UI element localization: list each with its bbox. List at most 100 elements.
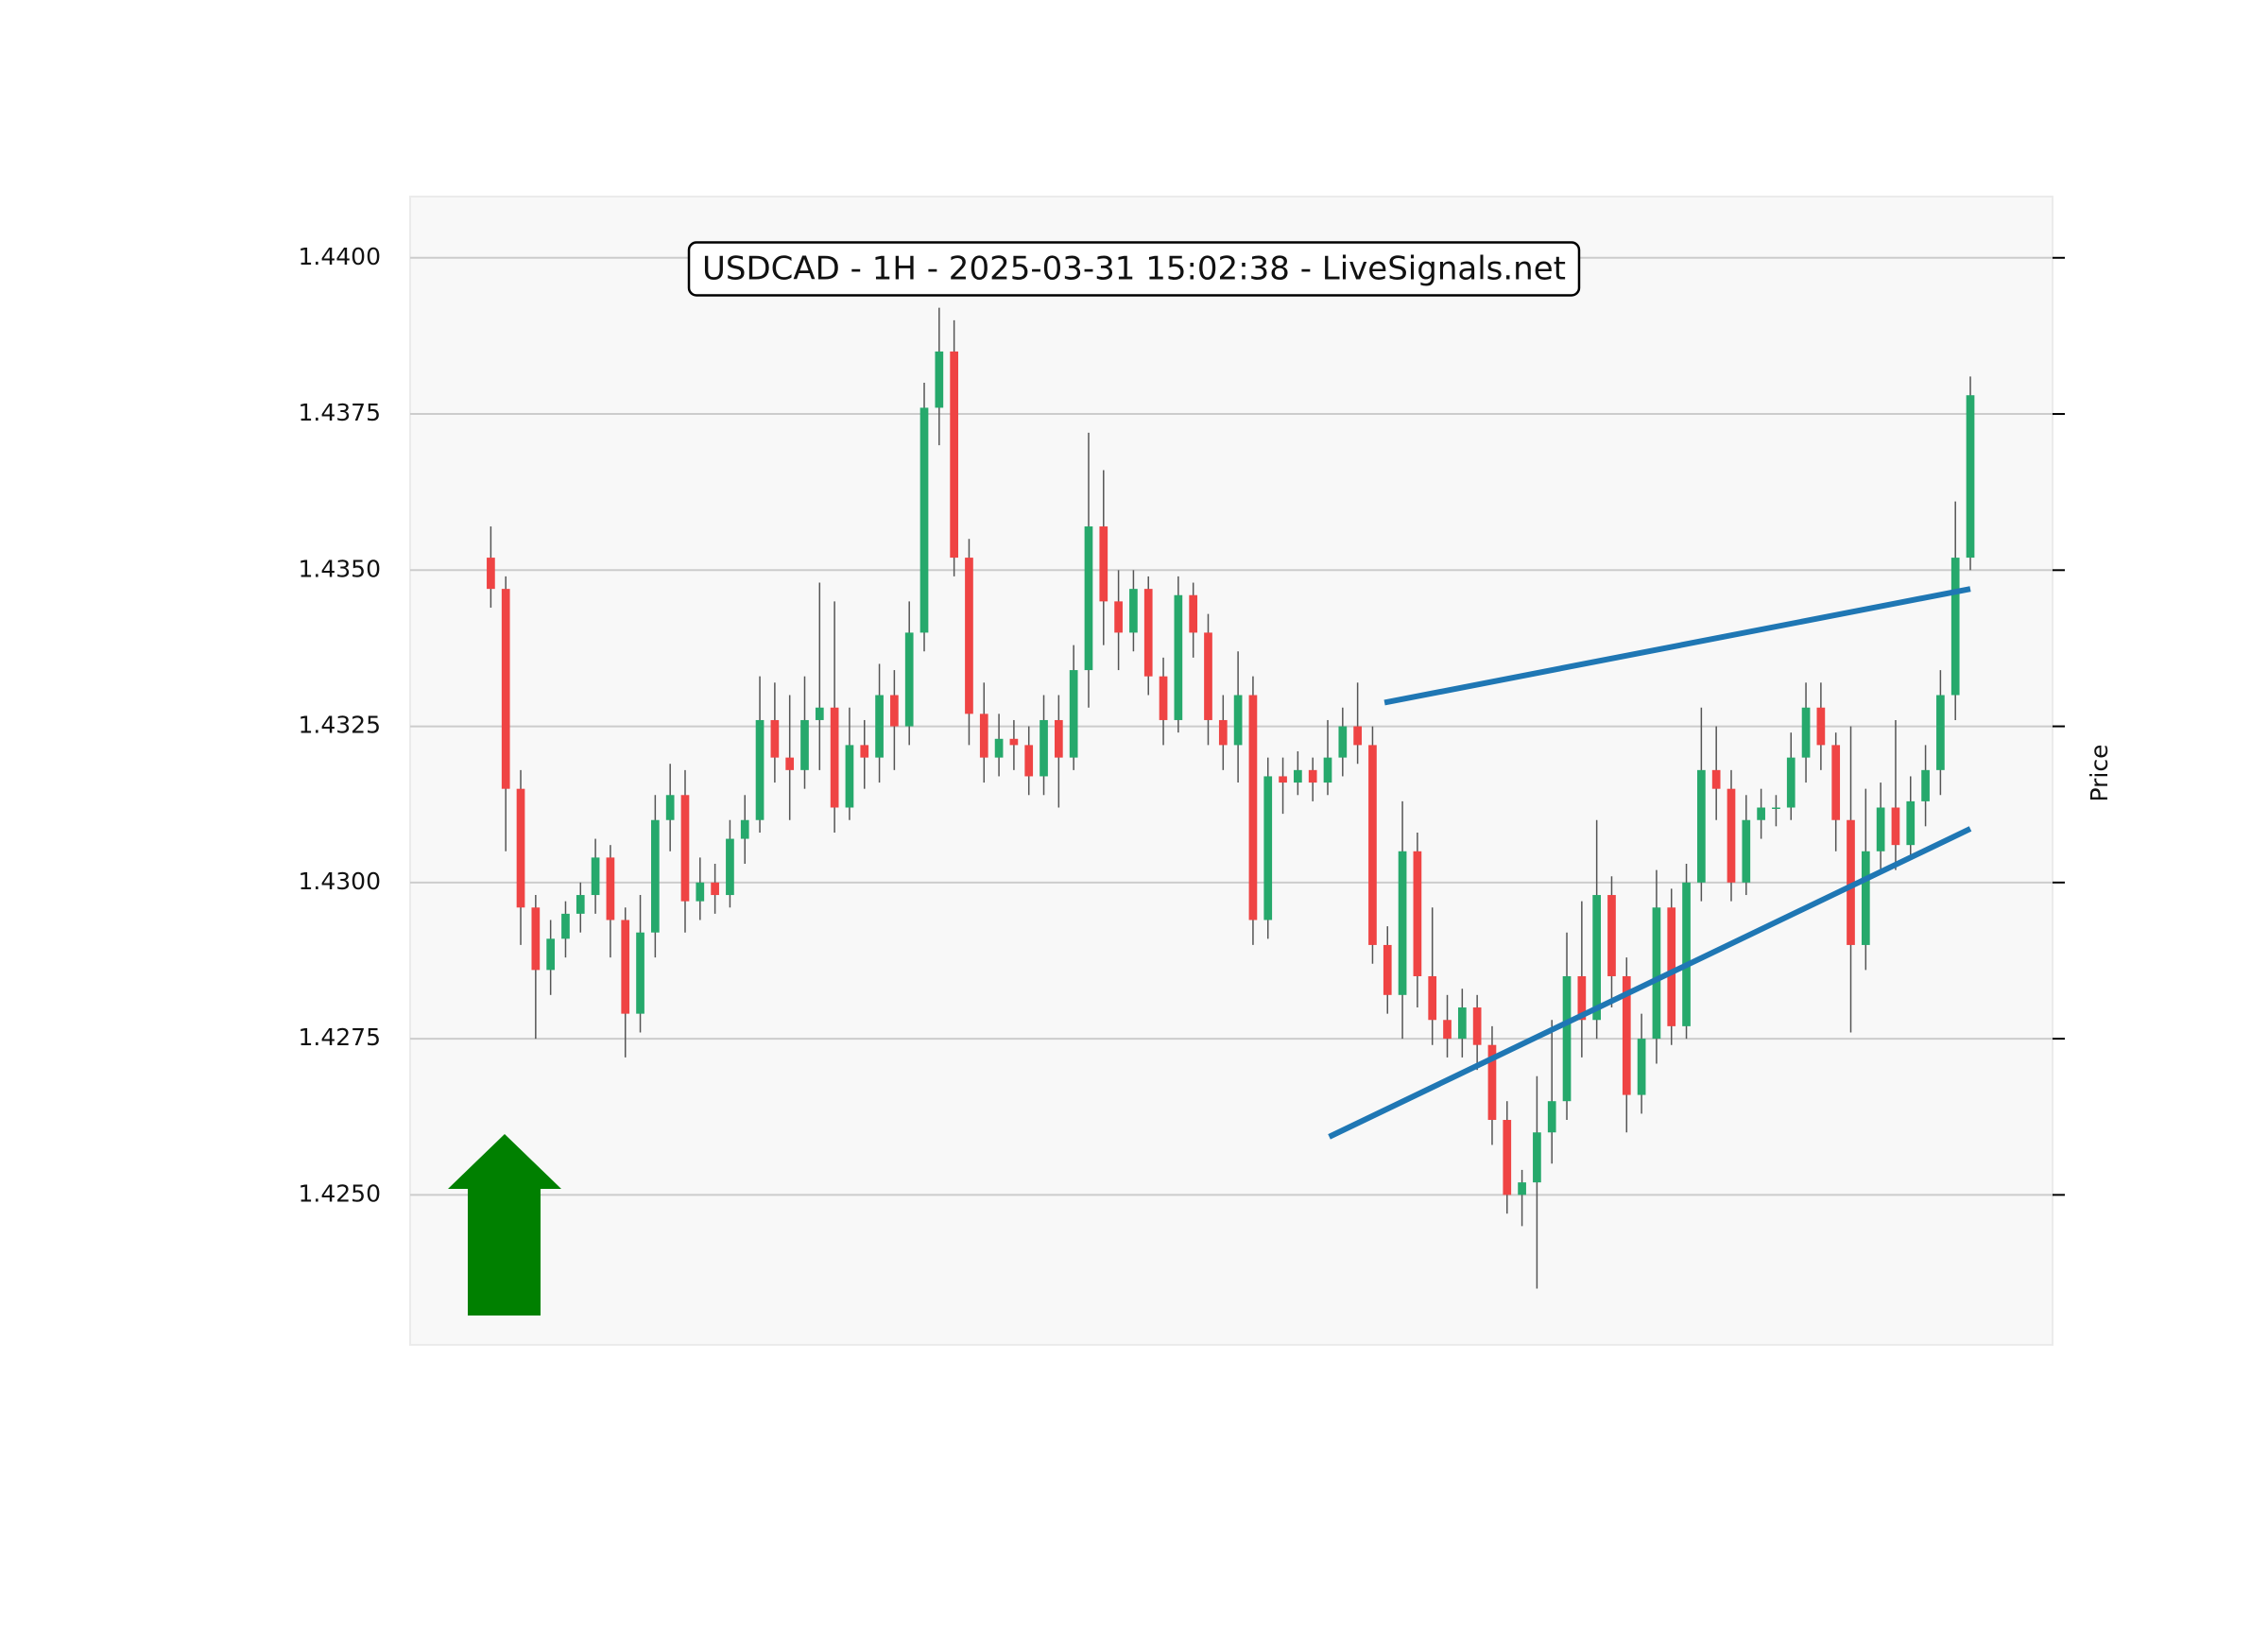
candle-body: [1114, 601, 1123, 633]
candle-body: [1428, 975, 1437, 1021]
candle-body: [1323, 757, 1332, 783]
candle-body: [1204, 632, 1212, 720]
candle-body: [845, 745, 854, 808]
candle-body: [965, 558, 973, 714]
candle-body: [950, 351, 958, 559]
candle-body: [1577, 975, 1587, 1021]
y-tick-label: 1.4350: [299, 555, 381, 582]
candle-body: [621, 920, 630, 1014]
candle-body: [1562, 975, 1572, 1102]
candle-body: [1786, 757, 1796, 808]
candle-body: [606, 857, 615, 920]
candle-body: [1622, 975, 1631, 1095]
trendline: [1383, 586, 1971, 706]
candle-body: [1308, 769, 1317, 783]
y-tick-label: 1.4375: [299, 399, 381, 426]
candle-body: [501, 589, 510, 789]
candle-body: [1487, 1044, 1497, 1121]
candle-body: [1009, 738, 1019, 746]
candle-body: [561, 913, 570, 939]
trendlines: [1328, 586, 1972, 1140]
y-axis-label: Price: [2086, 745, 2113, 802]
candle-body: [875, 695, 884, 758]
candle-body: [755, 719, 765, 820]
candle-body: [1069, 670, 1078, 758]
candle-body: [1816, 707, 1826, 746]
candle-body: [1084, 526, 1093, 671]
candle-body: [1667, 907, 1676, 1026]
candle-body: [1054, 719, 1063, 758]
signal-arrow: [448, 1134, 561, 1316]
candle-body: [726, 838, 734, 896]
candle-body: [1159, 676, 1168, 720]
candle-body: [1383, 944, 1392, 995]
candle-body: [904, 632, 914, 727]
candle-body: [1233, 695, 1243, 746]
candle-body: [815, 707, 824, 720]
candle-body: [740, 819, 749, 839]
candle-body: [1847, 819, 1855, 945]
candle-body: [1711, 769, 1721, 789]
candle-body: [1682, 882, 1691, 1026]
candle-body: [1129, 589, 1138, 633]
candle-body: [890, 695, 899, 727]
candle-body: [830, 707, 839, 808]
candle-body: [1592, 895, 1602, 1021]
candle-body: [1950, 558, 1960, 696]
candle-body: [487, 558, 495, 590]
candle-body: [1338, 726, 1348, 758]
candle-body: [1936, 695, 1945, 770]
candle-body: [516, 788, 525, 908]
candle-body: [1024, 745, 1034, 777]
candle-body: [770, 719, 780, 758]
candle-body: [800, 719, 809, 770]
candle-body: [531, 907, 541, 971]
y-tick-label: 1.4400: [299, 243, 381, 270]
title-box: [687, 241, 1581, 297]
candle-body: [1921, 769, 1930, 801]
candles: [487, 307, 1975, 1289]
candle-body: [1099, 526, 1108, 602]
candle-body: [979, 714, 988, 758]
candle-body: [1876, 807, 1885, 851]
candle-body: [1443, 1020, 1452, 1040]
candle-body: [1831, 745, 1841, 820]
candle-body: [1503, 1120, 1512, 1195]
candle-body: [919, 407, 929, 633]
candle-body: [1279, 776, 1287, 783]
candle-body: [1294, 769, 1302, 783]
chart-title: USDCAD - 1H - 2025-03-31 15:02:38 - Live…: [702, 250, 1566, 288]
candle-body: [636, 932, 644, 1014]
candle-body: [785, 757, 795, 770]
candle-body: [1189, 594, 1198, 633]
candle-body: [665, 795, 675, 820]
candle-body: [1697, 769, 1706, 883]
candle-body: [1263, 776, 1273, 920]
candle-body: [1143, 589, 1153, 677]
candle-body: [1891, 807, 1900, 846]
plot-area: [409, 196, 2053, 1346]
candle-body: [1966, 395, 1975, 559]
candle-body: [1472, 1007, 1482, 1045]
y-tick-label: 1.4275: [299, 1023, 381, 1051]
candle-body: [696, 882, 705, 902]
candle-body: [711, 882, 719, 896]
candle-body: [1518, 1182, 1526, 1195]
candle-body: [1040, 719, 1048, 777]
trendline: [1328, 826, 1972, 1140]
candle-body: [1757, 807, 1765, 820]
candle-body: [1772, 807, 1780, 810]
candle-body: [1652, 907, 1661, 1040]
candle-body: [1742, 819, 1751, 883]
candle-body: [1218, 719, 1228, 746]
candle-body: [546, 938, 556, 971]
candle-body: [1861, 851, 1870, 945]
candle-body: [1727, 788, 1736, 883]
candle-body: [1457, 1007, 1467, 1040]
candle-body: [994, 738, 1004, 758]
candle-body: [1413, 851, 1422, 976]
y-tick-label: 1.4250: [299, 1179, 381, 1207]
candle-body: [1547, 1101, 1556, 1133]
candle-body: [1533, 1132, 1541, 1183]
